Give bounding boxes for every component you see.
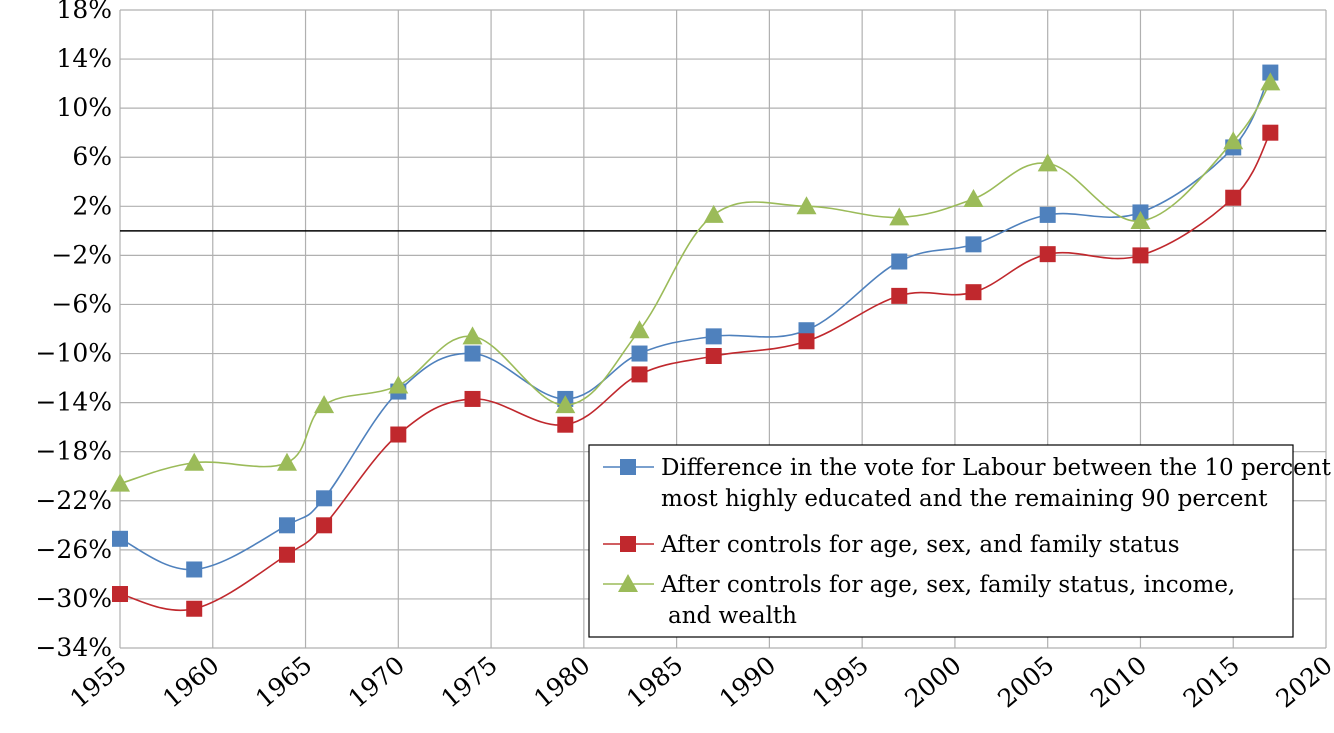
data-point — [316, 517, 333, 534]
data-point — [963, 188, 984, 207]
data-point — [316, 490, 333, 507]
legend-label: most highly educated and the remaining 9… — [661, 486, 1268, 512]
x-tick-label: 2000 — [899, 650, 966, 713]
y-tick-label: −34% — [35, 633, 112, 662]
data-point — [112, 530, 128, 547]
data-point — [1260, 72, 1281, 91]
data-point — [555, 395, 576, 414]
data-point — [1039, 206, 1056, 223]
x-tick-label: 1960 — [157, 650, 224, 713]
data-point — [278, 546, 295, 563]
series-3 — [110, 72, 1281, 492]
data-point — [388, 375, 409, 394]
series-line — [119, 132, 1272, 611]
data-point — [278, 517, 295, 534]
data-point — [1039, 246, 1056, 263]
y-tick-label: 14% — [56, 44, 112, 73]
x-tick-label: 1995 — [807, 650, 874, 713]
data-point — [462, 326, 483, 345]
x-tick-label: 2020 — [1270, 650, 1334, 713]
series-1 — [112, 64, 1279, 578]
x-tick-label: 2015 — [1178, 650, 1245, 713]
data-point — [110, 473, 130, 492]
y-tick-label: −18% — [35, 437, 112, 466]
x-tick-label: 1980 — [528, 650, 595, 713]
x-tick-label: 1985 — [621, 650, 688, 713]
y-tick-label: 18% — [56, 0, 112, 24]
legend: Difference in the vote for Labour betwee… — [588, 444, 1332, 638]
data-series — [110, 64, 1281, 617]
data-point — [1130, 211, 1151, 230]
legend-marker — [620, 459, 636, 475]
x-tick-label: 1990 — [714, 650, 781, 713]
legend-box — [588, 444, 1294, 638]
data-point — [1037, 153, 1058, 172]
y-tick-label: −22% — [35, 486, 112, 515]
data-point — [464, 345, 481, 362]
data-point — [796, 196, 817, 215]
data-point — [112, 586, 128, 603]
x-tick-label: 1965 — [250, 650, 317, 713]
legend-label: Difference in the vote for Labour betwee… — [661, 455, 1332, 481]
legend-marker — [618, 574, 638, 592]
legend-label: After controls for age, sex, and family … — [660, 532, 1180, 558]
data-point — [705, 328, 722, 345]
y-tick-label: −10% — [35, 339, 112, 368]
y-tick-label: −30% — [35, 584, 112, 613]
x-axis-tick-labels: 1955 1960 1965 1970 1975 1980 1985 1990 1995 2000… — [64, 650, 1334, 713]
series-line — [119, 81, 1272, 485]
x-tick-label: 1975 — [436, 650, 503, 713]
data-point — [186, 561, 203, 578]
data-point — [631, 345, 648, 362]
x-tick-label: 1970 — [343, 650, 410, 713]
y-tick-label: 2% — [72, 191, 112, 220]
y-tick-label: −2% — [51, 240, 112, 269]
data-point — [1262, 124, 1279, 141]
legend-label: After controls for age, sex, family stat… — [660, 572, 1235, 598]
y-tick-label: 6% — [72, 142, 112, 171]
data-point — [703, 204, 724, 223]
data-point — [629, 320, 650, 339]
data-point — [705, 347, 722, 364]
data-point — [891, 287, 908, 304]
data-point — [631, 366, 648, 383]
data-point — [464, 390, 481, 407]
data-point — [965, 236, 982, 253]
data-point — [390, 426, 407, 443]
data-point — [314, 395, 335, 414]
data-point — [1225, 189, 1242, 206]
data-point — [965, 284, 982, 301]
data-point — [1223, 131, 1244, 150]
series-line — [119, 72, 1272, 571]
y-tick-label: −26% — [35, 535, 112, 564]
data-point — [276, 452, 297, 471]
data-point — [889, 207, 910, 226]
y-tick-label: −14% — [35, 388, 112, 417]
data-point — [798, 333, 815, 350]
x-tick-label: 2005 — [992, 650, 1059, 713]
y-tick-label: 10% — [56, 93, 112, 122]
y-tick-label: −6% — [51, 289, 112, 318]
legend-marker — [620, 536, 636, 552]
data-point — [186, 600, 203, 617]
data-point — [184, 452, 205, 471]
data-point — [1132, 247, 1149, 264]
series-2 — [112, 124, 1279, 617]
data-point — [891, 253, 908, 270]
data-point — [557, 416, 574, 433]
y-axis-tick-labels: 18% 14% 10% 6% 2% −2% −6% −10% −14% −18% −22% −26% −… — [35, 0, 112, 662]
x-tick-label: 2010 — [1085, 650, 1152, 713]
legend-label: and wealth — [668, 603, 797, 629]
